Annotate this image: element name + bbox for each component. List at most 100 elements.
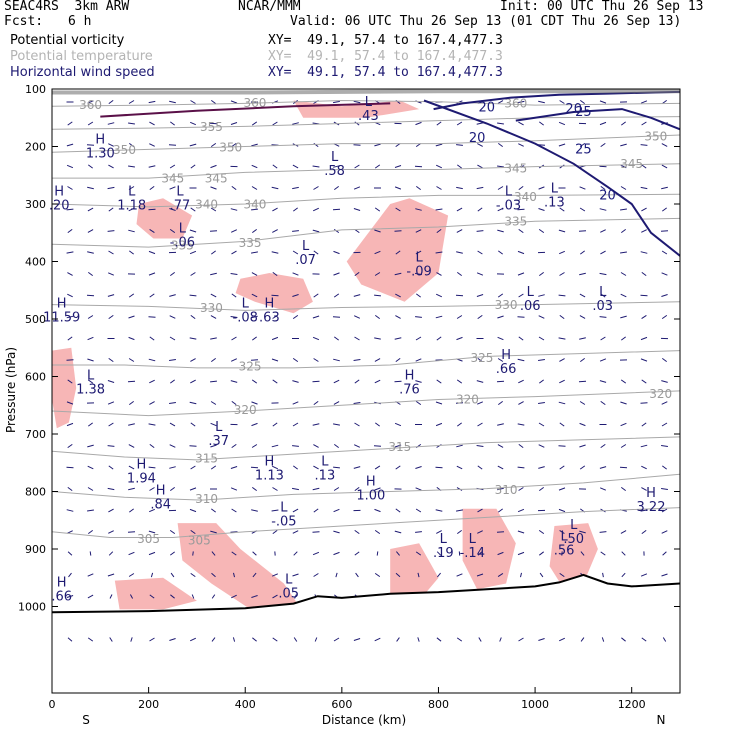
wind-vector xyxy=(599,466,607,469)
pv-low-marker: L xyxy=(560,529,568,544)
wind-vector xyxy=(129,594,134,599)
wind-vector xyxy=(641,207,647,212)
plot-frame xyxy=(51,88,681,694)
wind-vector xyxy=(190,100,196,104)
pv-extremum-value: .56 xyxy=(554,543,575,558)
wind-vector xyxy=(128,100,135,104)
pv-extremum-value: 1.30 xyxy=(86,147,115,162)
wind-vector xyxy=(497,122,504,125)
wind-vector xyxy=(189,294,197,297)
wind-vector xyxy=(456,251,463,254)
pv-shaded-region xyxy=(549,523,598,590)
wind-vector xyxy=(251,509,258,512)
wind-vector xyxy=(128,229,135,233)
theta-contour-label: 315 xyxy=(388,440,411,454)
wind-vector xyxy=(559,314,565,320)
wind-vector xyxy=(436,228,442,234)
wind-vector xyxy=(374,572,381,578)
wind-vector xyxy=(579,337,586,340)
wind-vector xyxy=(518,401,524,405)
wind-vector xyxy=(353,100,361,104)
wind-vector xyxy=(149,185,155,191)
wind-vector xyxy=(354,486,360,492)
wind-vector xyxy=(395,508,401,513)
wind-vector xyxy=(231,336,237,341)
wind-vector xyxy=(231,142,237,148)
wind-vector xyxy=(539,121,544,126)
wind-vector xyxy=(415,380,422,383)
wind-vector xyxy=(579,465,586,470)
wind-vector xyxy=(272,229,278,233)
theta-contour-label: 310 xyxy=(195,492,218,506)
wind-vector xyxy=(518,228,524,234)
wind-vector xyxy=(641,229,647,233)
theta-contour-layer: 305 305 310 310 315 315 320 320 320 325 325 330 330 3… xyxy=(51,96,681,547)
wind-vector xyxy=(497,186,504,190)
wind-vector xyxy=(333,165,340,168)
wind-vector xyxy=(87,315,94,319)
wind-vector xyxy=(395,207,401,212)
wind-vector xyxy=(396,551,400,556)
wind-vector xyxy=(210,530,217,534)
wind-vector xyxy=(67,443,73,449)
wind-vector xyxy=(600,250,606,255)
wind-vector xyxy=(293,465,298,470)
wind-vector xyxy=(335,572,338,578)
wind-vector xyxy=(230,531,238,533)
pv-shaded-region xyxy=(390,543,439,601)
wind-vector xyxy=(272,379,278,384)
wind-vector xyxy=(640,251,648,254)
wind-vector xyxy=(272,207,278,212)
wind-vector xyxy=(415,531,422,533)
wind-vector xyxy=(518,121,524,126)
header-valid: Valid: 06 UTC Thu 26 Sep 13 (01 CDT Thu … xyxy=(290,14,682,29)
wind-vector xyxy=(87,573,94,577)
wind-vector xyxy=(149,228,155,234)
pv-extremum-value: -.03 xyxy=(496,198,521,213)
wind-vector xyxy=(394,230,402,232)
wind-vector xyxy=(621,336,626,341)
wind-vector xyxy=(333,358,340,362)
wind-vector xyxy=(333,401,340,405)
wind-vector xyxy=(476,272,484,276)
wind-vector xyxy=(292,314,299,320)
wind-vector xyxy=(620,164,627,169)
wind-vector xyxy=(518,487,524,491)
wind-vector xyxy=(457,422,462,427)
wind-vector xyxy=(232,637,236,642)
wind-vector xyxy=(539,271,544,277)
wind-vector xyxy=(129,508,134,513)
wind-vector xyxy=(67,486,73,492)
wind-vector xyxy=(210,401,217,405)
wind-vector xyxy=(313,358,319,362)
wind-vector xyxy=(661,380,668,383)
wind-vector xyxy=(417,572,420,578)
wind-vector xyxy=(497,423,504,426)
wind-vector xyxy=(333,423,340,426)
wind-vector xyxy=(68,572,72,578)
wind-vector xyxy=(436,336,442,341)
wind-vector xyxy=(599,531,607,533)
pv-extremum-value: -.08 xyxy=(233,310,258,325)
wind-vector xyxy=(620,444,627,448)
wind-vector xyxy=(395,250,401,255)
wind-vector xyxy=(621,551,626,556)
wind-vector xyxy=(192,551,194,556)
wind-vector xyxy=(169,402,176,404)
wind-vector xyxy=(87,100,94,104)
wind-vector xyxy=(170,572,175,578)
wind-vector xyxy=(477,422,483,427)
wind-vector xyxy=(374,465,381,470)
theta-contour-label: 335 xyxy=(171,238,194,252)
pv-extremum-value: .76 xyxy=(399,382,420,397)
wind-vector xyxy=(538,444,545,448)
wind-vector xyxy=(148,530,156,534)
pv-low-marker: L xyxy=(215,420,223,435)
pv-low-marker: L xyxy=(469,532,477,547)
wind-vector xyxy=(230,380,238,383)
wind-vector xyxy=(579,315,586,319)
pv-high-marker: H xyxy=(501,348,511,363)
wind-vector xyxy=(292,272,299,276)
wind-vector xyxy=(312,336,320,341)
wind-vector xyxy=(478,637,482,642)
